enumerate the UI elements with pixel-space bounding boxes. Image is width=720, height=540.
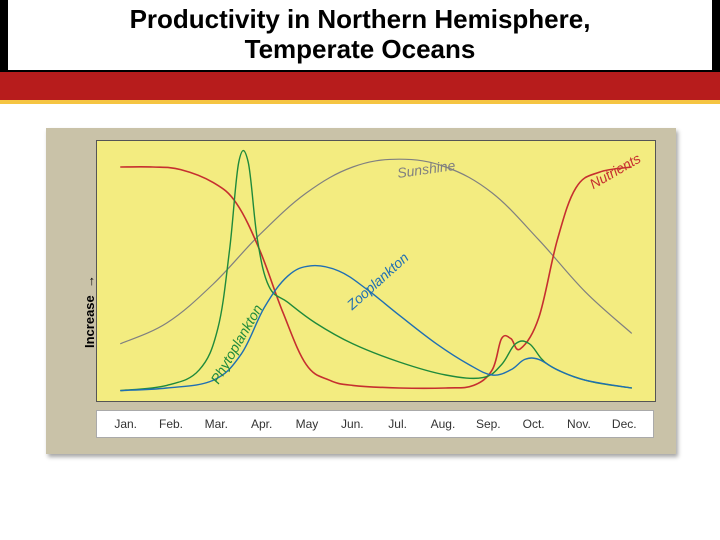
slide: { "title": "Productivity in Northern Hem… bbox=[0, 0, 720, 540]
month-label: Oct. bbox=[511, 417, 556, 431]
month-label: Mar. bbox=[194, 417, 239, 431]
month-label: Jan. bbox=[103, 417, 148, 431]
x-axis-months: Jan.Feb.Mar.Apr.MayJun.Jul.Aug.Sep.Oct.N… bbox=[96, 410, 654, 438]
month-label: Apr. bbox=[239, 417, 284, 431]
title-box: Productivity in Northern Hemisphere,Temp… bbox=[8, 0, 712, 72]
y-axis-arrow-icon: → bbox=[82, 275, 97, 292]
month-label: May bbox=[284, 417, 329, 431]
month-label: Sep. bbox=[466, 417, 511, 431]
month-label: Jun. bbox=[330, 417, 375, 431]
slide-title: Productivity in Northern Hemisphere,Temp… bbox=[130, 5, 591, 65]
month-label: Dec. bbox=[602, 417, 647, 431]
month-label: Nov. bbox=[556, 417, 601, 431]
red-strip bbox=[0, 72, 720, 104]
y-axis-label: Increase → bbox=[82, 275, 97, 348]
plot-area: SunshineNutrientsPhytoplanktonZooplankto… bbox=[96, 140, 656, 402]
month-label: Jul. bbox=[375, 417, 420, 431]
month-label: Feb. bbox=[148, 417, 193, 431]
chart-frame: SunshineNutrientsPhytoplanktonZooplankto… bbox=[46, 128, 676, 454]
y-axis-text: Increase bbox=[82, 295, 97, 348]
month-label: Aug. bbox=[420, 417, 465, 431]
